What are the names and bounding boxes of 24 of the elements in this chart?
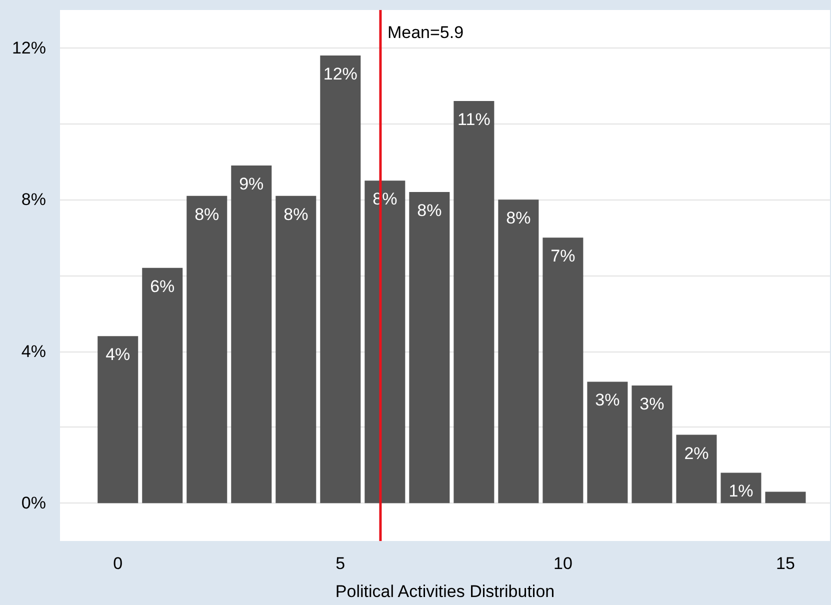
data-label: 3%: [640, 394, 664, 414]
y-tick-label: 4%: [21, 342, 46, 361]
x-tick-label: 0: [113, 554, 123, 573]
data-label: 2%: [684, 444, 709, 463]
data-label: 1%: [728, 482, 754, 501]
data-label: 4%: [106, 345, 130, 364]
ref-line-label: Mean=5.9: [387, 23, 464, 42]
x-axis-title: Political Activities Distribution: [335, 582, 555, 601]
data-label: 3%: [595, 390, 620, 410]
data-label: 8%: [284, 204, 308, 224]
data-label: 8%: [506, 208, 531, 228]
data-label: 12%: [323, 64, 358, 84]
data-label: 7%: [550, 246, 576, 266]
y-tick-label: 12%: [12, 38, 46, 58]
data-label: 11%: [458, 110, 490, 130]
data-label: 8%: [417, 201, 442, 220]
x-tick-label: 5: [336, 554, 346, 573]
data-label: 9%: [239, 174, 264, 194]
data-label: 6%: [150, 276, 175, 296]
x-tick-label: 10: [553, 554, 572, 573]
y-tick-label: 0%: [21, 494, 46, 513]
y-tick-label: 8%: [21, 190, 46, 210]
x-tick-label: 15: [776, 554, 795, 573]
data-label: 8%: [194, 204, 220, 224]
